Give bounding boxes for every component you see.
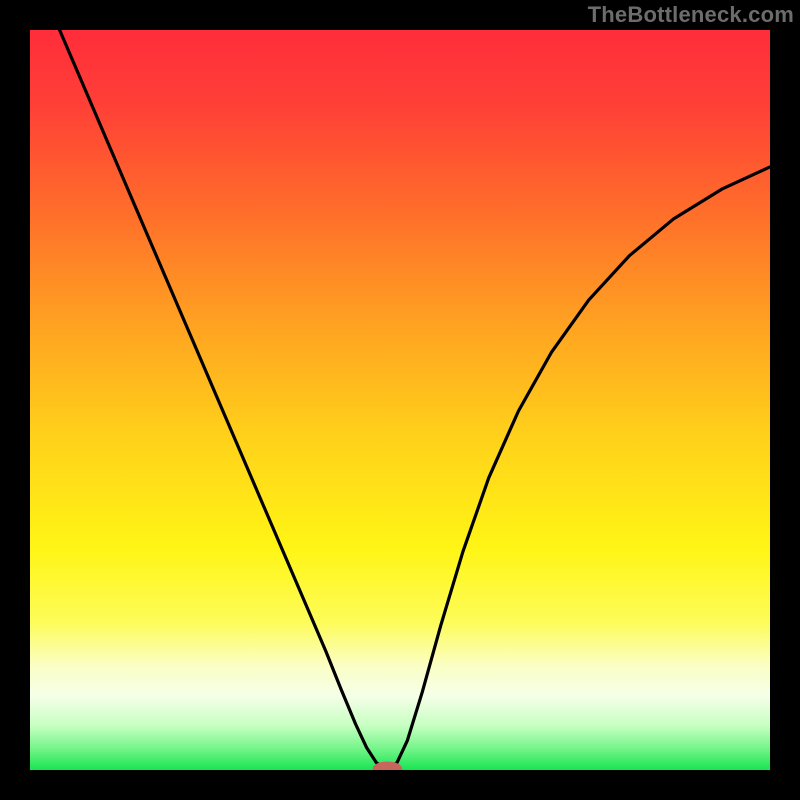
chart-svg — [30, 30, 770, 770]
watermark-text: TheBottleneck.com — [588, 2, 794, 28]
gradient-background — [30, 30, 770, 770]
chart-container: TheBottleneck.com — [0, 0, 800, 800]
plot-area — [30, 30, 770, 770]
